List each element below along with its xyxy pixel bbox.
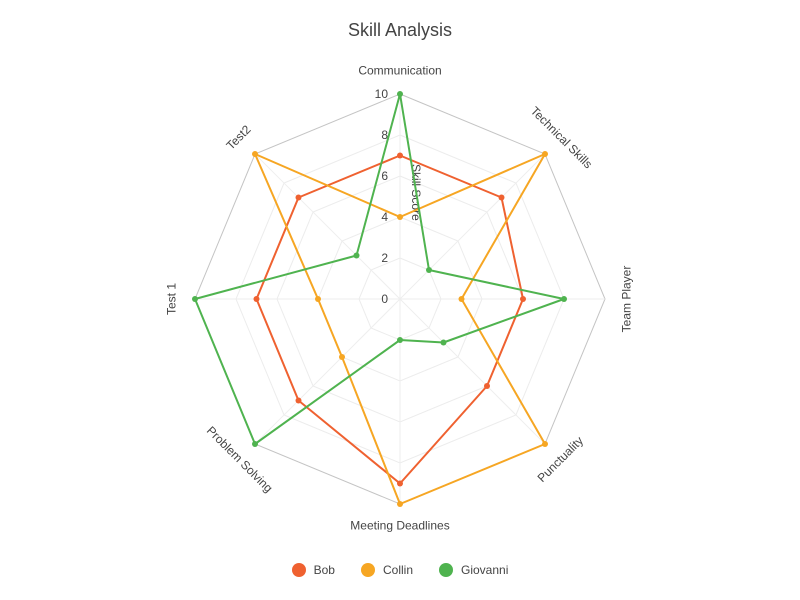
series-line-bob[interactable] [255, 154, 524, 485]
series-line-giovanni[interactable] [194, 93, 565, 445]
data-point-collin[interactable] [397, 501, 403, 507]
legend-marker [291, 563, 306, 577]
radial-tick-label: 6 [381, 169, 388, 183]
data-point-bob[interactable] [498, 194, 505, 201]
data-point-collin[interactable] [542, 151, 548, 157]
data-point-giovanni[interactable] [252, 441, 258, 447]
axis-label: Team Player [620, 266, 634, 333]
data-point-giovanni[interactable] [440, 339, 447, 346]
axis-label: Communication [358, 64, 441, 78]
data-point-bob[interactable] [397, 152, 403, 159]
data-point-collin[interactable] [339, 354, 345, 360]
legend-item-collin[interactable]: Collin [360, 563, 413, 577]
data-point-giovanni[interactable] [426, 267, 432, 273]
radial-tick-label: 0 [381, 292, 388, 306]
legend-marker [360, 563, 375, 577]
axis-label: Test2 [223, 122, 253, 152]
axis-label: Meeting Deadlines [350, 519, 449, 533]
data-point-bob[interactable] [253, 296, 260, 302]
radial-tick-label: 2 [381, 251, 388, 265]
radial-tick-label: 4 [381, 210, 388, 224]
legend-item-giovanni[interactable]: Giovanni [439, 563, 508, 577]
data-point-collin[interactable] [397, 214, 403, 220]
radial-tick-label: 8 [381, 128, 388, 142]
data-point-giovanni[interactable] [397, 91, 403, 97]
axis-spoke [399, 153, 546, 300]
data-point-collin[interactable] [315, 296, 321, 302]
data-point-collin[interactable] [542, 441, 548, 447]
data-point-giovanni[interactable] [353, 252, 360, 259]
data-point-collin[interactable] [458, 296, 465, 302]
axis-spoke [399, 298, 546, 445]
data-point-giovanni[interactable] [192, 296, 198, 302]
data-point-giovanni[interactable] [397, 337, 403, 343]
data-point-bob[interactable] [397, 480, 403, 487]
chart-title: Skill Analysis [347, 20, 453, 40]
axis-label: Test 1 [165, 283, 179, 315]
legend-label: Collin [382, 563, 413, 577]
radial-tick-label: 10 [375, 87, 389, 101]
legend-label: Bob [313, 563, 335, 577]
legend: Bob Collin Giovanni [0, 563, 800, 577]
legend-label: Giovanni [461, 563, 509, 577]
axis-spoke [254, 298, 401, 445]
axis-spoke [254, 153, 401, 300]
data-point-bob[interactable] [295, 397, 302, 404]
data-point-bob[interactable] [520, 296, 526, 302]
data-point-giovanni[interactable] [561, 296, 567, 302]
data-point-collin[interactable] [252, 151, 258, 157]
legend-item-bob[interactable]: Bob [291, 563, 335, 577]
data-point-bob[interactable] [484, 383, 490, 389]
data-point-bob[interactable] [295, 194, 302, 201]
legend-marker [439, 563, 453, 577]
